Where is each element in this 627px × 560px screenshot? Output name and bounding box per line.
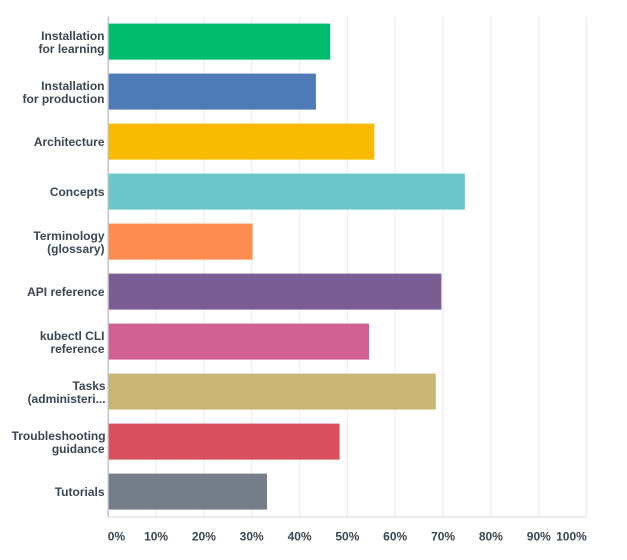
svg-text:guidance: guidance [52, 442, 105, 456]
svg-text:Troubleshooting: Troubleshooting [12, 429, 106, 443]
svg-text:40%: 40% [288, 529, 312, 543]
svg-text:80%: 80% [479, 529, 503, 543]
svg-text:30%: 30% [240, 529, 264, 543]
svg-text:Concepts: Concepts [50, 185, 105, 199]
svg-text:reference: reference [50, 342, 104, 356]
svg-text:70%: 70% [431, 529, 455, 543]
svg-text:kubectl CLI: kubectl CLI [40, 329, 105, 343]
svg-text:60%: 60% [383, 529, 407, 543]
svg-text:Terminology: Terminology [33, 229, 104, 243]
svg-text:(glossary): (glossary) [47, 242, 104, 256]
svg-text:(administeri...: (administeri... [28, 392, 106, 406]
svg-text:for production: for production [23, 92, 105, 106]
svg-text:100%: 100% [556, 529, 587, 543]
svg-text:Tutorials: Tutorials [55, 485, 105, 499]
svg-text:90%: 90% [527, 529, 551, 543]
svg-text:0%: 0% [108, 529, 126, 543]
svg-text:for learning: for learning [38, 42, 104, 56]
svg-text:Installation: Installation [41, 29, 104, 43]
svg-text:Tasks: Tasks [72, 379, 105, 393]
svg-text:50%: 50% [335, 529, 359, 543]
svg-text:API reference: API reference [27, 285, 105, 299]
svg-text:Installation: Installation [41, 79, 104, 93]
svg-text:Architecture: Architecture [34, 135, 105, 149]
svg-text:10%: 10% [144, 529, 168, 543]
svg-text:20%: 20% [192, 529, 216, 543]
